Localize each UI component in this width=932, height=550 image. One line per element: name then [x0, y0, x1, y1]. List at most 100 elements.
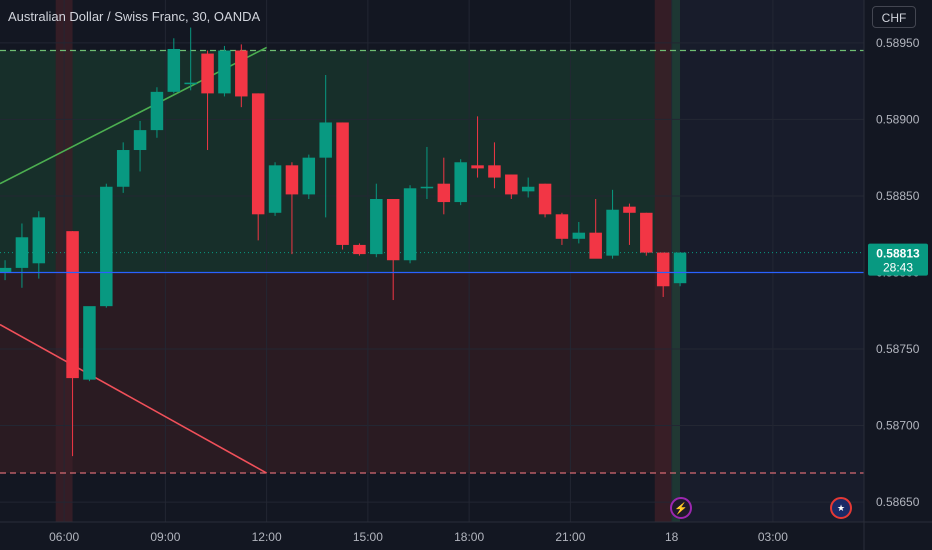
candle — [251, 93, 265, 241]
candle-body — [640, 212, 653, 253]
candle-body — [302, 157, 316, 195]
candle-body — [66, 231, 79, 379]
candle-body — [521, 186, 535, 192]
candle-body — [437, 183, 451, 203]
candle-body — [454, 162, 467, 203]
candle — [437, 157, 451, 215]
y-tick-label: 0.58650 — [876, 495, 920, 509]
candle-body — [656, 252, 670, 287]
trendline-down — [0, 323, 268, 474]
candle-body — [268, 165, 282, 213]
candle-body — [150, 91, 164, 131]
candle — [83, 306, 96, 382]
candle-body — [623, 206, 636, 213]
candle-body — [116, 150, 130, 187]
candle — [218, 45, 231, 97]
currency-button[interactable]: CHF — [872, 6, 916, 28]
candle-body — [370, 199, 383, 255]
candle-body — [15, 237, 29, 268]
candle-body — [83, 306, 96, 380]
candle-body — [235, 50, 248, 97]
x-tick-label: 03:00 — [758, 530, 788, 544]
last-price-value: 0.58813 — [876, 247, 920, 261]
candle — [521, 177, 535, 198]
candle — [302, 154, 316, 200]
candle — [673, 252, 687, 287]
candle — [555, 212, 569, 245]
candle — [370, 183, 383, 258]
candle-body — [606, 209, 619, 256]
candle — [471, 116, 484, 178]
candle — [235, 44, 248, 108]
candle — [100, 183, 113, 308]
candle-body — [218, 50, 231, 94]
candle-body — [572, 232, 586, 239]
y-tick-label: 0.58700 — [876, 419, 920, 433]
candle-body — [167, 48, 181, 92]
lightning-bolt-icon[interactable]: ⚡ — [670, 497, 692, 519]
candle-body — [353, 244, 366, 255]
candle-body — [589, 232, 602, 259]
candle — [319, 75, 332, 218]
candle — [572, 221, 586, 244]
candle — [133, 120, 147, 172]
x-tick-label: 21:00 — [555, 530, 585, 544]
candle — [505, 174, 518, 200]
candle — [32, 211, 46, 279]
candle-body — [403, 188, 417, 261]
candle-body — [285, 165, 299, 195]
candle-body — [100, 186, 113, 307]
loss-zone — [0, 272, 681, 474]
candle-body — [488, 165, 501, 178]
candle-body — [673, 252, 687, 284]
candle — [656, 252, 670, 297]
x-tick-label: 12:00 — [252, 530, 282, 544]
candle — [184, 27, 197, 91]
candle — [488, 142, 501, 189]
candle — [66, 231, 79, 457]
last-price-label-bg — [868, 243, 928, 276]
x-tick-label: 09:00 — [150, 530, 180, 544]
candle-body — [0, 267, 12, 273]
candle-body — [251, 93, 265, 215]
bar-countdown: 28:43 — [883, 261, 913, 275]
candle — [336, 122, 349, 250]
candle — [589, 199, 602, 259]
y-tick-label: 0.58750 — [876, 342, 920, 356]
y-tick-label: 0.58850 — [876, 189, 920, 203]
candle — [15, 223, 29, 288]
x-tick-label: 06:00 — [49, 530, 79, 544]
y-tick-label: 0.58900 — [876, 112, 920, 126]
y-tick-label: 0.58950 — [876, 36, 920, 50]
x-tick-label: 18 — [665, 530, 679, 544]
candle — [403, 185, 417, 264]
candle — [285, 162, 299, 255]
candle-body — [420, 186, 434, 189]
candle — [640, 212, 653, 256]
candle — [116, 142, 130, 193]
candle-body — [133, 130, 147, 151]
x-tick-label: 18:00 — [454, 530, 484, 544]
candle-body — [505, 174, 518, 195]
australia-flag-icon[interactable]: ★ — [830, 497, 852, 519]
candle-body — [319, 122, 332, 158]
candle — [538, 183, 552, 218]
candle-body — [538, 183, 552, 215]
candle — [420, 146, 434, 200]
candle — [353, 243, 366, 256]
candle — [0, 260, 12, 281]
candle-body — [336, 122, 349, 245]
candle-body — [32, 217, 46, 264]
candle — [623, 203, 636, 245]
candle-body — [555, 214, 569, 239]
candle — [454, 159, 467, 206]
future-area — [680, 0, 864, 522]
candle-body — [184, 82, 197, 85]
x-tick-label: 15:00 — [353, 530, 383, 544]
candle-body — [386, 199, 400, 261]
time-axis — [0, 522, 864, 550]
candle-body — [201, 53, 214, 94]
candle-body — [471, 165, 484, 169]
